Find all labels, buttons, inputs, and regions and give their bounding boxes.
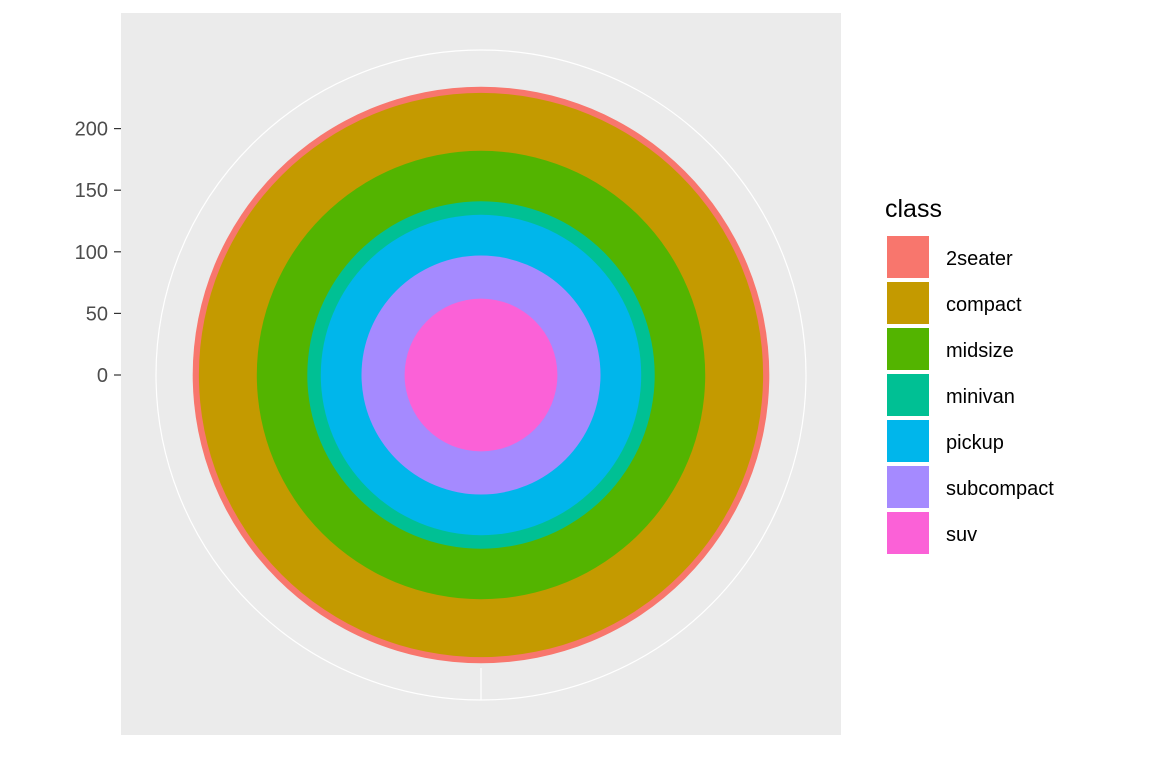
legend-key-2seater <box>885 234 931 280</box>
legend-key-suv <box>885 510 931 556</box>
y-tick-label: 0 <box>97 365 108 387</box>
legend-key-pickup <box>885 418 931 464</box>
ring-suv <box>404 298 558 452</box>
polar-grid <box>155 49 807 701</box>
legend-key-compact <box>885 280 931 326</box>
legend-key-minivan <box>885 372 931 418</box>
legend: class 2seater compact midsize minivan pickup… <box>885 195 1054 556</box>
legend-title: class <box>885 195 942 223</box>
y-tick-label: 50 <box>86 303 108 325</box>
legend-label-subcompact: subcompact <box>946 478 1054 500</box>
legend-key-subcompact <box>885 464 931 510</box>
legend-label-midsize: midsize <box>946 340 1014 362</box>
legend-label-suv: suv <box>946 524 977 546</box>
legend-label-minivan: minivan <box>946 386 1015 408</box>
y-tick-label: 200 <box>75 119 108 141</box>
y-tick-label: 150 <box>75 180 108 202</box>
y-tick-label: 100 <box>75 242 108 264</box>
y-axis: 0 50 100 150 200 <box>75 119 121 387</box>
stacked-rings <box>192 86 770 664</box>
legend-label-pickup: pickup <box>946 432 1004 454</box>
legend-label-compact: compact <box>946 294 1022 316</box>
legend-key-midsize <box>885 326 931 372</box>
legend-label-2seater: 2seater <box>946 248 1013 270</box>
